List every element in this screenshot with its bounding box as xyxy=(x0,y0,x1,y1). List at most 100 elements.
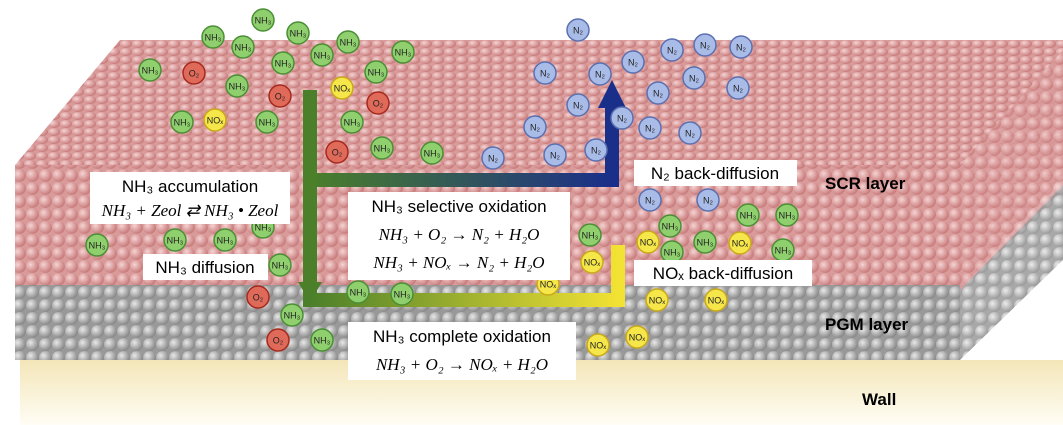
molecule: NOₓ xyxy=(331,77,353,99)
molecule-label: N₂ xyxy=(628,57,638,67)
layer-label: SCR layer xyxy=(825,174,906,193)
molecule-label: NH₃ xyxy=(235,42,252,52)
molecule: N₂ xyxy=(730,36,752,58)
molecule-label: N₂ xyxy=(645,195,655,205)
molecule: N₂ xyxy=(524,116,546,138)
molecule: NH₃ xyxy=(772,239,794,261)
molecule: NH₃ xyxy=(252,9,274,31)
molecule-label: NOₓ xyxy=(584,257,601,267)
molecule: N₂ xyxy=(567,19,589,41)
equation: NH₃ + Zeol ⇄ NH₃ • Zeol xyxy=(101,201,279,220)
equation: NH₃ + O₂ → NOₓ + H₂O xyxy=(375,355,548,374)
molecule: O₂ xyxy=(247,286,269,308)
molecule: NH₃ xyxy=(164,229,186,251)
layer-label: Wall xyxy=(862,390,896,409)
molecule: N₂ xyxy=(482,147,504,169)
molecule: NH₃ xyxy=(579,224,601,246)
molecule-label: N₂ xyxy=(703,195,713,205)
molecule-label: NH₃ xyxy=(275,58,292,68)
molecule-label: NH₃ xyxy=(340,37,357,47)
molecule: NOₓ xyxy=(626,326,648,348)
molecule: NH₃ xyxy=(287,22,309,44)
molecule-label: NH₃ xyxy=(350,287,367,297)
molecule: NH₃ xyxy=(341,111,363,133)
molecule-label: NH₃ xyxy=(662,221,679,231)
molecule-label: NH₃ xyxy=(775,245,792,255)
molecule-label: N₂ xyxy=(530,122,540,132)
molecule-label: NH₃ xyxy=(142,65,159,75)
molecule-label: NH₃ xyxy=(290,28,307,38)
molecule: NH₃ xyxy=(659,215,681,237)
molecule: NH₃ xyxy=(86,234,108,256)
molecule-label: NOₓ xyxy=(590,340,607,350)
molecule-label: O₂ xyxy=(373,98,384,108)
molecule-label: NH₃ xyxy=(374,143,391,153)
molecule-label: NH₃ xyxy=(664,247,681,257)
molecule-label: N₂ xyxy=(700,40,710,50)
molecule-label: N₂ xyxy=(573,25,583,35)
molecule: NH₃ xyxy=(281,304,303,326)
molecule-label: NH₃ xyxy=(697,237,714,247)
equation: NH₃ + O₂ → N₂ + H₂O xyxy=(378,225,540,244)
molecule: N₂ xyxy=(679,122,701,144)
molecule: O₂ xyxy=(269,85,291,107)
molecule: NOₓ xyxy=(729,232,751,254)
molecule: N₂ xyxy=(661,39,683,61)
molecule: NH₃ xyxy=(347,281,369,303)
molecule: O₂ xyxy=(267,329,289,351)
molecule: NOₓ xyxy=(581,251,603,273)
molecule-label: NOₓ xyxy=(207,115,224,125)
molecule-label: N₂ xyxy=(550,150,560,160)
molecule-label: NH₃ xyxy=(424,148,441,158)
label: NOₓ back-diffusion xyxy=(653,264,793,283)
molecule: NH₃ xyxy=(694,231,716,253)
molecule-label: N₂ xyxy=(736,42,746,52)
molecule-label: N₂ xyxy=(595,69,605,79)
molecule: NH₃ xyxy=(421,142,443,164)
molecule-label: NH₃ xyxy=(272,260,289,270)
diagram: NH₃NH₃NH₃NH₃NH₃NH₃NH₃NH₃NH₃NH₃NH₃NH₃NH₃N… xyxy=(0,0,1063,425)
molecule: N₂ xyxy=(585,139,607,161)
molecule-label: N₂ xyxy=(617,113,627,123)
molecule-label: O₂ xyxy=(332,147,343,157)
molecule: NH₃ xyxy=(392,41,414,63)
molecule-label: NH₃ xyxy=(205,32,222,42)
molecule: NOₓ xyxy=(646,289,668,311)
molecule-label: N₂ xyxy=(591,145,601,155)
molecule: NH₃ xyxy=(371,137,393,159)
molecule-label: N₂ xyxy=(653,88,663,98)
molecule: N₂ xyxy=(639,189,661,211)
molecule: NH₃ xyxy=(202,26,224,48)
molecule: N₂ xyxy=(683,67,705,89)
layer-label: PGM layer xyxy=(825,315,909,334)
molecule: NH₃ xyxy=(171,111,193,133)
molecule: N₂ xyxy=(647,82,669,104)
molecule: O₂ xyxy=(367,92,389,114)
molecule-label: NH₃ xyxy=(368,67,385,77)
molecule: NH₃ xyxy=(365,61,387,83)
molecule-label: NH₃ xyxy=(255,15,272,25)
molecule: N₂ xyxy=(622,51,644,73)
molecule: N₂ xyxy=(589,63,611,85)
molecule: N₂ xyxy=(534,62,556,84)
molecule: N₂ xyxy=(544,144,566,166)
molecule-label: NH₃ xyxy=(344,117,361,127)
molecule-label: N₂ xyxy=(645,123,655,133)
molecule: NH₃ xyxy=(391,283,413,305)
molecule: NH₃ xyxy=(214,229,236,251)
equation: NH₃ + NOₓ → N₂ + H₂O xyxy=(372,253,544,272)
molecule-label: O₂ xyxy=(275,91,286,101)
molecule: NH₃ xyxy=(661,241,683,263)
molecule-label: NOₓ xyxy=(629,332,646,342)
label: NH₃ diffusion xyxy=(155,258,254,277)
molecule-label: N₂ xyxy=(689,73,699,83)
molecule-label: O₂ xyxy=(253,292,264,302)
molecule: NH₃ xyxy=(139,59,161,81)
molecule-label: NH₃ xyxy=(259,117,276,127)
molecule: N₂ xyxy=(727,77,749,99)
molecule: NOₓ xyxy=(637,231,659,253)
molecule: NH₃ xyxy=(226,75,248,97)
molecule: NH₃ xyxy=(337,31,359,53)
molecule: NH₃ xyxy=(269,254,291,276)
molecule-label: NH₃ xyxy=(89,240,106,250)
